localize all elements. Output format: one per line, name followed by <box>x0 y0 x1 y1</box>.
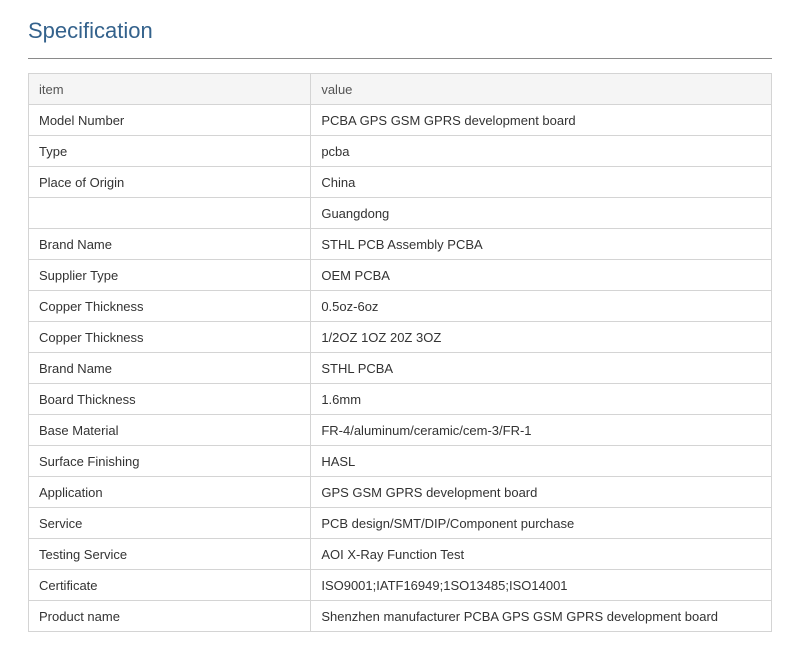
cell-item: Base Material <box>29 415 311 446</box>
table-row: Supplier Type OEM PCBA <box>29 260 772 291</box>
table-row: Application GPS GSM GPRS development boa… <box>29 477 772 508</box>
cell-item: Surface Finishing <box>29 446 311 477</box>
cell-item: Certificate <box>29 570 311 601</box>
cell-item: Brand Name <box>29 353 311 384</box>
cell-value: 1.6mm <box>311 384 772 415</box>
cell-item: Board Thickness <box>29 384 311 415</box>
cell-value: OEM PCBA <box>311 260 772 291</box>
cell-value: AOI X-Ray Function Test <box>311 539 772 570</box>
table-row: Base Material FR-4/aluminum/ceramic/cem-… <box>29 415 772 446</box>
table-row: Testing Service AOI X-Ray Function Test <box>29 539 772 570</box>
cell-item: Supplier Type <box>29 260 311 291</box>
table-row: Brand Name STHL PCBA <box>29 353 772 384</box>
cell-value: HASL <box>311 446 772 477</box>
col-header-value: value <box>311 74 772 105</box>
spec-table: item value Model Number PCBA GPS GSM GPR… <box>28 73 772 632</box>
cell-item: Copper Thickness <box>29 291 311 322</box>
table-header-row: item value <box>29 74 772 105</box>
table-row: Board Thickness 1.6mm <box>29 384 772 415</box>
cell-value: ISO9001;IATF16949;1SO13485;ISO14001 <box>311 570 772 601</box>
cell-item: Service <box>29 508 311 539</box>
col-header-item: item <box>29 74 311 105</box>
cell-value: STHL PCBA <box>311 353 772 384</box>
cell-item: Brand Name <box>29 229 311 260</box>
cell-item: Testing Service <box>29 539 311 570</box>
cell-item <box>29 198 311 229</box>
table-row: Copper Thickness 0.5oz-6oz <box>29 291 772 322</box>
table-row: Brand Name STHL PCB Assembly PCBA <box>29 229 772 260</box>
spec-container: Specification item value Model Number PC… <box>0 0 800 632</box>
table-row: Place of Origin China <box>29 167 772 198</box>
cell-value: Shenzhen manufacturer PCBA GPS GSM GPRS … <box>311 601 772 632</box>
table-row: Product name Shenzhen manufacturer PCBA … <box>29 601 772 632</box>
table-row: Service PCB design/SMT/DIP/Component pur… <box>29 508 772 539</box>
table-row: Surface Finishing HASL <box>29 446 772 477</box>
cell-value: STHL PCB Assembly PCBA <box>311 229 772 260</box>
cell-item: Copper Thickness <box>29 322 311 353</box>
cell-value: Guangdong <box>311 198 772 229</box>
cell-value: PCBA GPS GSM GPRS development board <box>311 105 772 136</box>
cell-value: 1/2OZ 1OZ 20Z 3OZ <box>311 322 772 353</box>
cell-value: PCB design/SMT/DIP/Component purchase <box>311 508 772 539</box>
table-row: Type pcba <box>29 136 772 167</box>
table-row: Guangdong <box>29 198 772 229</box>
cell-item: Model Number <box>29 105 311 136</box>
cell-item: Product name <box>29 601 311 632</box>
cell-value: FR-4/aluminum/ceramic/cem-3/FR-1 <box>311 415 772 446</box>
cell-item: Type <box>29 136 311 167</box>
cell-item: Place of Origin <box>29 167 311 198</box>
cell-value: pcba <box>311 136 772 167</box>
cell-value: GPS GSM GPRS development board <box>311 477 772 508</box>
table-row: Certificate ISO9001;IATF16949;1SO13485;I… <box>29 570 772 601</box>
cell-value: China <box>311 167 772 198</box>
cell-value: 0.5oz-6oz <box>311 291 772 322</box>
table-row: Model Number PCBA GPS GSM GPRS developme… <box>29 105 772 136</box>
cell-item: Application <box>29 477 311 508</box>
page-title: Specification <box>28 18 772 59</box>
table-row: Copper Thickness 1/2OZ 1OZ 20Z 3OZ <box>29 322 772 353</box>
